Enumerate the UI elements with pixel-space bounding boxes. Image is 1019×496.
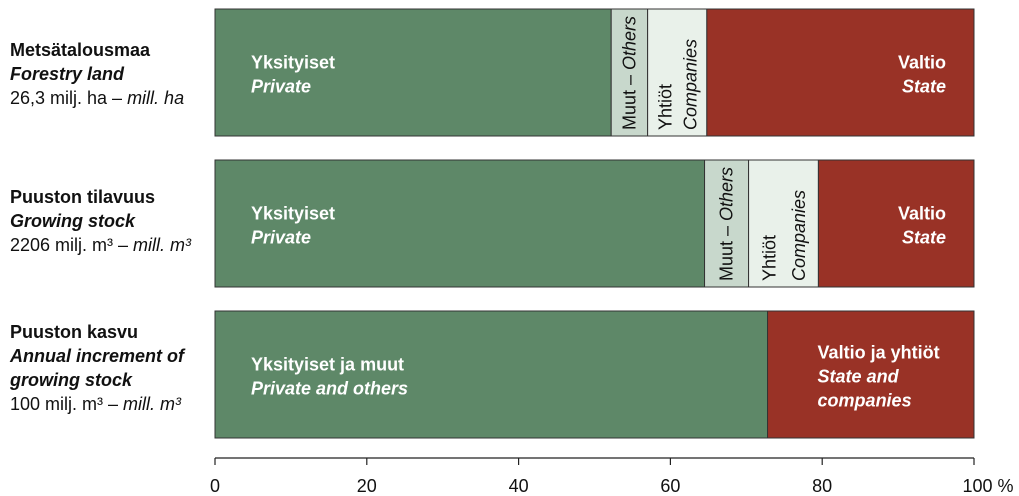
segment-label-en: Private and others [251, 379, 408, 399]
bar-segment-private [214, 310, 769, 439]
segment-label-en: State [902, 228, 946, 248]
row-title-en-2: growing stock [10, 370, 133, 390]
x-tick-label: 20 [357, 476, 377, 496]
segment-label: Yksityiset [251, 204, 335, 224]
segment-label-vertical-en: Companies [680, 39, 700, 130]
row-title-en: Growing stock [10, 211, 136, 231]
segment-label-vertical: Yhtiöt [760, 235, 780, 281]
row-title-en: Forestry land [10, 64, 125, 84]
bar-segment-others [610, 8, 649, 137]
row-title: Puuston tilavuus [10, 187, 156, 207]
bar-segment-others [704, 159, 750, 288]
segment-label-en: State [902, 77, 946, 97]
bar-segment-state [706, 8, 975, 137]
segment-label-en: State and [818, 367, 900, 387]
bar-segment-private [214, 159, 706, 288]
row-title: Metsätalousmaa [10, 40, 151, 60]
segment-label-en: Private [251, 77, 311, 97]
x-tick-label: 0 [210, 476, 220, 496]
row-amount: 26,3 milj. ha – mill. ha [10, 88, 185, 108]
segment-label-vertical: Yhtiöt [655, 84, 675, 130]
segment-label: Valtio ja yhtiöt [818, 343, 940, 363]
row-amount: 100 milj. m³ – mill. m³ [10, 394, 182, 414]
segment-label-vertical-en: Companies [789, 190, 809, 281]
x-tick-label: 40 [509, 476, 529, 496]
x-tick-label: 80 [812, 476, 832, 496]
segment-label: Valtio [898, 204, 946, 224]
segment-label-en-2: companies [818, 391, 912, 411]
bar-segment-companies [748, 159, 819, 288]
bar-segment-private [214, 8, 612, 137]
row-label-forestry-land: Metsätalousmaa Forestry land 26,3 milj. … [10, 38, 184, 110]
row-label-annual-increment: Puuston kasvu Annual increment of growin… [10, 320, 184, 416]
bar-segment-state [767, 310, 975, 439]
row-label-growing-stock: Puuston tilavuus Growing stock 2206 milj… [10, 185, 191, 257]
segment-label-vertical: Muut – Others [619, 16, 639, 130]
segment-label-vertical: Muut – Others [717, 167, 737, 281]
row-amount: 2206 milj. m³ – mill. m³ [10, 235, 192, 255]
row-title: Puuston kasvu [10, 322, 139, 342]
row-title-en-1: Annual increment of [10, 346, 185, 366]
segment-label: Yksityiset ja muut [251, 355, 404, 375]
segment-label-en: Private [251, 228, 311, 248]
x-tick-label: 100 % [962, 476, 1013, 496]
x-tick-label: 60 [660, 476, 680, 496]
segment-label: Valtio [898, 53, 946, 73]
segment-label: Yksityiset [251, 53, 335, 73]
bar-segment-companies [647, 8, 708, 137]
bar-segment-state [817, 159, 975, 288]
